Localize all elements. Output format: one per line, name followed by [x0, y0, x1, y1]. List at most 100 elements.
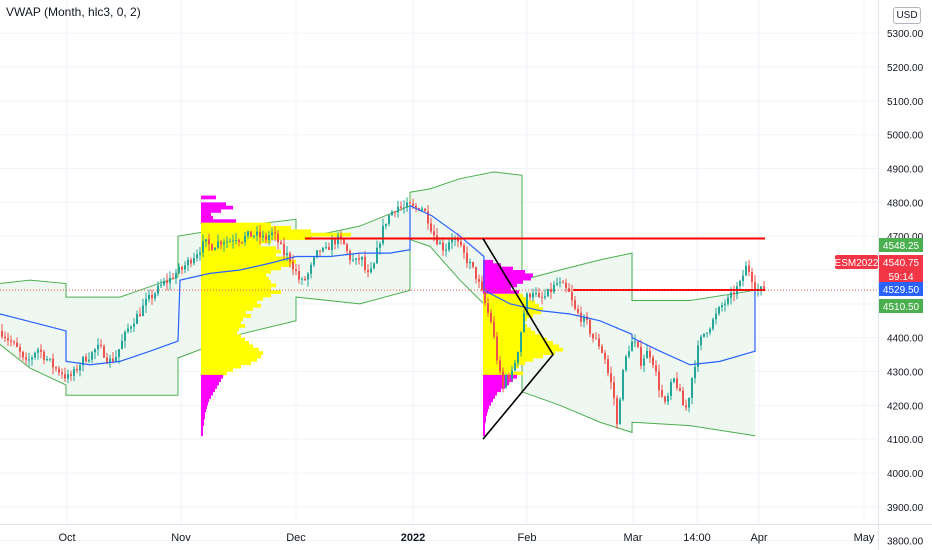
price-tag-bg [879, 269, 923, 283]
candle-body [502, 371, 504, 388]
volume-profile-bar [201, 391, 213, 396]
candle-body [433, 231, 435, 236]
price-tag-text: 4510.50 [883, 302, 920, 313]
volume-profile-bar [201, 330, 237, 335]
candle-body [466, 252, 468, 264]
candle-body [496, 336, 498, 361]
candle-body [391, 211, 393, 216]
candle-body [574, 300, 576, 309]
volume-profile-bar [201, 195, 216, 200]
candle-body [280, 242, 282, 245]
volume-profile-bar [201, 270, 271, 274]
candle-body [649, 350, 651, 358]
volume-profile-bar [201, 293, 271, 298]
candle-body [19, 346, 21, 352]
volume-profile-bar [483, 317, 527, 322]
candle-body [589, 319, 591, 334]
candle-body [130, 326, 132, 329]
candle-body [535, 292, 537, 294]
candle-body [352, 259, 354, 261]
candle-body [583, 316, 585, 322]
volume-profile-bar [483, 385, 505, 389]
candle-body [325, 247, 327, 249]
candle-body [493, 321, 495, 337]
candle-body [661, 389, 663, 397]
volume-profile-bar [201, 347, 259, 352]
volume-profile-bar [201, 246, 276, 251]
price-tag-bg [879, 282, 923, 296]
candle-body [718, 307, 720, 314]
candle-body [154, 293, 156, 299]
candle-body [241, 242, 243, 244]
volume-profile-bar [201, 327, 239, 332]
candle-body [52, 358, 54, 368]
volume-profile-bar [201, 344, 253, 349]
candle-body [349, 250, 351, 260]
volume-profile-bar [483, 259, 493, 264]
price-tag-text: 59:14 [888, 272, 913, 283]
candle-body [730, 292, 732, 298]
volume-profile-bar [483, 378, 513, 382]
candle-body [262, 235, 264, 238]
candle-body [127, 328, 129, 332]
price-tag-symbol: ESM2022 [835, 255, 879, 269]
candle-body [412, 203, 414, 206]
candle-body [34, 352, 36, 358]
candle-body [340, 235, 342, 240]
candle-body [145, 299, 147, 306]
candle-body [13, 341, 15, 343]
candle-body [112, 358, 114, 362]
volume-profile-bar [483, 286, 511, 291]
candle-body [508, 375, 510, 379]
volume-profile-bar [201, 310, 246, 315]
candle-body [436, 235, 438, 245]
volume-profile-bar [201, 229, 311, 234]
volume-profile-bar [483, 429, 485, 433]
x-tick-label: May [854, 532, 875, 544]
candle-body [403, 207, 405, 209]
candle-body [547, 289, 549, 297]
candle-body [541, 296, 543, 298]
volume-profile-bar [201, 212, 211, 217]
candle-body [727, 297, 729, 304]
candle-body [106, 357, 108, 363]
volume-profile-bar [483, 280, 523, 284]
candle-body [331, 239, 333, 250]
candle-body [187, 259, 189, 266]
volume-profile-bar [483, 422, 485, 426]
y-tick-label: 5200.00 [887, 63, 924, 74]
candle-body [247, 231, 249, 236]
candle-body [430, 223, 432, 232]
y-tick-label: 5300.00 [887, 29, 924, 40]
volume-profile-bar [201, 286, 271, 291]
candle-body [595, 338, 597, 340]
currency-button[interactable]: USD [893, 7, 921, 24]
price-tag-text: 4540.75 [883, 258, 920, 269]
volume-profile-bar [483, 283, 517, 288]
volume-profile-bar [201, 374, 223, 379]
candle-body [373, 263, 375, 269]
candle-body [715, 313, 717, 320]
candle-body [85, 356, 87, 362]
candle-body [682, 390, 684, 406]
candle-body [754, 282, 756, 290]
volume-profile-bar [483, 368, 513, 372]
volume-profile-bar [483, 405, 489, 410]
candle-body [310, 264, 312, 274]
candle-body [637, 341, 639, 347]
triangle-drawing [482, 238, 554, 440]
candle-body [94, 349, 96, 353]
x-tick-label: Nov [171, 532, 191, 544]
volume-profile-bar [483, 327, 531, 332]
candle-body [61, 372, 63, 375]
candle-body [76, 369, 78, 371]
candle-body [385, 223, 387, 226]
volume-profile-bar [483, 273, 533, 278]
candle-body [406, 202, 408, 208]
volume-profile-bar [201, 364, 241, 369]
candle-body [289, 253, 291, 262]
indicator-title[interactable]: VWAP (Month, hlc3, 0, 2) [6, 5, 141, 19]
candle-body [571, 291, 573, 301]
x-tick-label: 14:00 [683, 532, 711, 544]
